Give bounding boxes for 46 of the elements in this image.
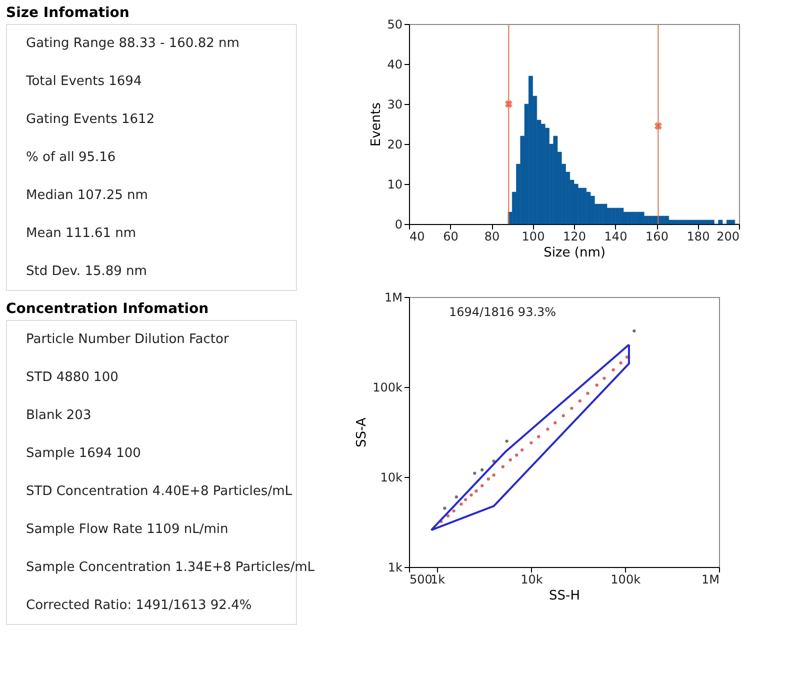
- y-tick-label: 40: [387, 58, 402, 72]
- x-tick-label: 100k: [610, 572, 641, 586]
- text: Corrected Ratio: 1491/1613 92.4%: [26, 598, 252, 613]
- y-tick-label: 1M: [384, 290, 402, 304]
- x-tick-label: 10k: [520, 572, 543, 586]
- text: Gating Events 1612: [26, 112, 155, 127]
- y-tick-label: 1k: [388, 560, 403, 574]
- text: Blank 203: [26, 408, 92, 423]
- text: Sample Concentration 1.34E+8 Particles/mL: [26, 560, 316, 575]
- x-tick-label: 80: [484, 230, 500, 244]
- text: Sample 1694 100: [26, 446, 141, 461]
- x-axis-title: Size (nm): [544, 246, 606, 260]
- y-tick-label: 10k: [380, 470, 403, 484]
- x-tick-label: 200: [716, 230, 740, 244]
- y-tick-label: 50: [387, 18, 402, 32]
- text: Particle Number Dilution Factor: [26, 332, 230, 347]
- text: Median 107.25 nm: [26, 188, 148, 203]
- x-axis-title: SS-H: [549, 588, 580, 604]
- text: Concentration Infomation: [6, 301, 209, 317]
- text: Sample Flow Rate 1109 nL/min: [26, 522, 228, 537]
- text: STD 4880 100: [26, 370, 118, 385]
- x-tick-label: 1k: [430, 572, 446, 586]
- text: Size Infomation: [6, 5, 130, 21]
- x-tick-label: 1M: [702, 572, 720, 586]
- x-tick-label: 500: [410, 572, 432, 586]
- x-tick-label: 120: [563, 230, 586, 244]
- y-tick-label: 0: [394, 218, 402, 232]
- x-tick-label: 160: [646, 230, 668, 244]
- x-tick-label: 60: [443, 230, 458, 244]
- text: Std Dev. 15.89 nm: [26, 264, 147, 279]
- text: Mean 111.61 nm: [26, 226, 136, 241]
- text: Gating Range 88.33 - 160.82 nm: [26, 36, 240, 51]
- x-tick-label: 40: [410, 230, 425, 244]
- y-axis-title: Events: [369, 102, 384, 147]
- text: % of all 95.16: [26, 150, 116, 165]
- x-tick-label: 100: [522, 230, 545, 244]
- text: Total Events 1694: [25, 74, 142, 89]
- y-tick-label: 30: [387, 98, 402, 112]
- x-tick-label: 140: [604, 230, 628, 244]
- annotation: 1694/1816 93.3%: [449, 305, 556, 319]
- y-tick-label: 100k: [372, 380, 403, 394]
- text: STD Concentration 4.40E+8 Particles/mL: [26, 484, 293, 499]
- x-tick-label: 180: [686, 230, 710, 244]
- y-tick-label: 10: [387, 178, 402, 192]
- y-tick-label: 20: [387, 138, 402, 152]
- y-axis-title: SS-A: [354, 417, 370, 448]
